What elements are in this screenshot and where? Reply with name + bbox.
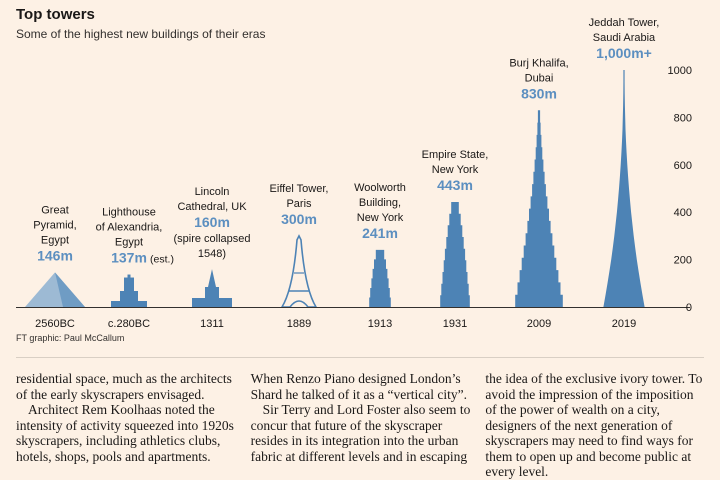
tower-burj-khalifa bbox=[515, 110, 563, 307]
x-tick-label: 1311 bbox=[200, 318, 224, 330]
paragraph: Architect Rem Koolhaas noted the intensi… bbox=[16, 402, 234, 464]
tower-name-label: Eiffel Tower, bbox=[270, 183, 329, 195]
x-tick-label: 1931 bbox=[443, 318, 467, 330]
y-tick-label: 200 bbox=[674, 255, 692, 267]
tower-cathedral-spire bbox=[208, 269, 216, 287]
tower-woolworth bbox=[369, 249, 391, 307]
tower-eiffel bbox=[280, 234, 318, 308]
tower-lighthouse-mid bbox=[120, 291, 138, 301]
y-tick-label: 400 bbox=[674, 207, 692, 219]
tower-lighthouse-top bbox=[127, 274, 131, 279]
article-column-1: residential space, much as the architect… bbox=[16, 371, 237, 480]
tower-name-label: Egypt bbox=[41, 234, 69, 246]
x-tick-label: 2560BC bbox=[35, 318, 75, 330]
tower-name-label: Jeddah Tower, bbox=[589, 17, 660, 29]
y-tick-label: 1000 bbox=[668, 65, 692, 77]
tower-name-label: of Alexandria, bbox=[96, 222, 163, 234]
paragraph: Sir Terry and Lord Foster also seem to c… bbox=[250, 402, 471, 464]
tower-name-label: Building, bbox=[359, 197, 401, 209]
tower-lighthouse-upper bbox=[124, 277, 134, 291]
tower-name-label: Cathedral, UK bbox=[177, 201, 247, 213]
tower-name-label: Woolworth bbox=[354, 182, 406, 194]
paragraph: the idea of the exclusive ivory tower. T… bbox=[485, 371, 703, 479]
x-tick-label: 2009 bbox=[527, 318, 551, 330]
y-tick-label: 0 bbox=[686, 302, 692, 314]
tower-value-label: 241m bbox=[362, 225, 398, 241]
tower-label-note: (spire collapsed bbox=[173, 233, 250, 245]
tower-value-label: 1,000m+ bbox=[596, 45, 652, 61]
tower-label-note: (est.) bbox=[150, 254, 174, 266]
tower-value-label: 300m bbox=[281, 211, 317, 227]
chart-title: Top towers bbox=[16, 6, 95, 23]
y-tick-label: 600 bbox=[674, 160, 692, 172]
tower-empire-state bbox=[440, 202, 470, 307]
article-body: residential space, much as the architect… bbox=[16, 371, 706, 480]
tower-lighthouse-base bbox=[111, 301, 147, 307]
paragraph: When Renzo Piano designed London’s Shard… bbox=[250, 371, 467, 402]
tower-name-label: Lighthouse bbox=[102, 207, 156, 219]
tower-label-note: 1548) bbox=[198, 248, 226, 260]
tower-name-label: Dubai bbox=[525, 72, 554, 84]
tower-value-label: 830m bbox=[521, 85, 557, 101]
chart-area: Top towers Some of the highest new build… bbox=[16, 6, 692, 343]
chart-subtitle: Some of the highest new buildings of the… bbox=[16, 27, 266, 41]
tower-cathedral-nave bbox=[192, 298, 232, 307]
tower-name-label: Empire State, bbox=[422, 149, 489, 161]
tower-chart: 2560BC146mEgyptPyramid,Greatc.280BC137m(… bbox=[16, 17, 692, 330]
x-tick-label: c.280BC bbox=[108, 318, 150, 330]
tower-value-label: 160m bbox=[194, 214, 230, 230]
tower-jeddah bbox=[603, 70, 645, 307]
tower-value-label: 137m bbox=[111, 250, 147, 266]
x-tick-label: 2019 bbox=[612, 318, 636, 330]
tower-name-label: Pyramid, bbox=[33, 219, 76, 231]
tower-value-label: 443m bbox=[437, 177, 473, 193]
divider bbox=[16, 357, 704, 358]
tower-name-label: Paris bbox=[286, 198, 312, 210]
tower-name-label: Great bbox=[41, 204, 69, 216]
chart-credit: FT graphic: Paul McCallum bbox=[16, 333, 125, 343]
tower-name-label: Saudi Arabia bbox=[593, 32, 656, 44]
paragraph: residential space, much as the architect… bbox=[16, 371, 232, 402]
tower-name-label: Lincoln bbox=[195, 186, 230, 198]
tower-name-label: New York bbox=[357, 212, 404, 224]
tower-name-label: Burj Khalifa, bbox=[509, 57, 568, 69]
x-tick-label: 1913 bbox=[368, 318, 392, 330]
article-column-3: the idea of the exclusive ivory tower. T… bbox=[485, 371, 706, 480]
tower-value-label: 146m bbox=[37, 247, 73, 263]
article-column-2: When Renzo Piano designed London’s Shard… bbox=[251, 371, 472, 480]
tower-name-label: Egypt bbox=[115, 237, 143, 249]
tower-name-label: New York bbox=[432, 164, 479, 176]
x-tick-label: 1889 bbox=[287, 318, 311, 330]
tower-pyramid-shade bbox=[55, 272, 85, 307]
tower-cathedral-tower bbox=[205, 287, 219, 298]
y-tick-label: 800 bbox=[674, 112, 692, 124]
